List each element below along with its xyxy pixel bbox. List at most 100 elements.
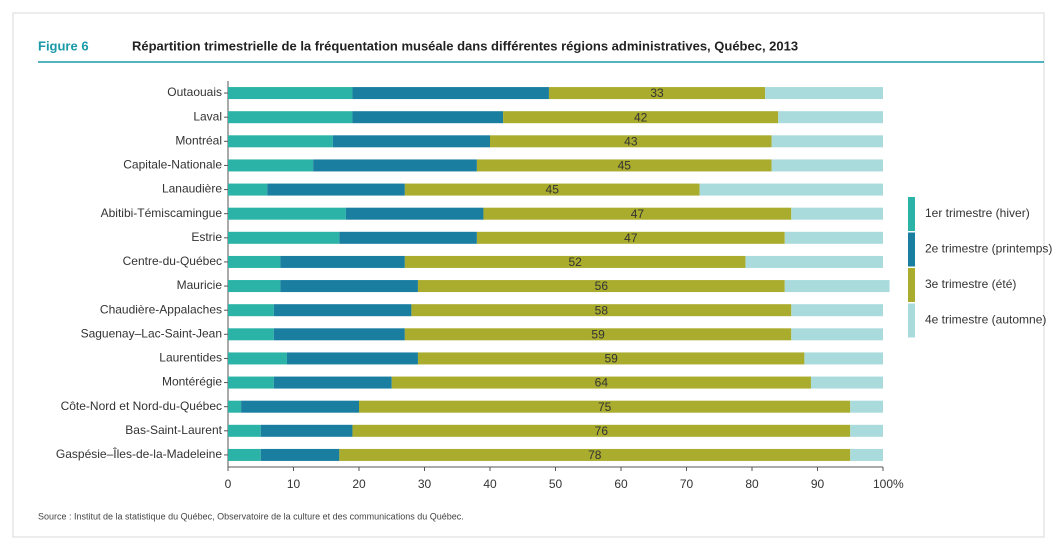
legend-label: 1er trimestre (hiver) — [925, 206, 1030, 220]
x-tick-label: 50 — [549, 477, 563, 491]
bar-segment — [778, 111, 883, 124]
legend-swatch — [908, 232, 915, 267]
bar-segment — [804, 352, 883, 365]
bar-segment — [791, 304, 883, 317]
data-label: 58 — [595, 303, 609, 317]
data-label: 33 — [650, 86, 664, 100]
y-tick-label: Laurentides — [159, 351, 222, 365]
x-tick-label: 30 — [418, 477, 432, 491]
x-tick-label: 70 — [680, 477, 694, 491]
bar-segment — [483, 207, 792, 220]
x-axis-label: % — [893, 477, 904, 491]
legend-swatch — [908, 303, 915, 338]
bar-segment — [339, 231, 477, 244]
legend-swatch — [908, 197, 915, 231]
data-label: 52 — [568, 255, 582, 269]
bar-segment — [404, 183, 700, 196]
bar-segment — [228, 304, 274, 317]
bar-segment — [476, 231, 785, 244]
bar-segment — [280, 280, 418, 293]
bar-segment — [228, 448, 261, 461]
bar-segment — [745, 255, 883, 268]
bar-segment — [699, 183, 883, 196]
legend-label: 4e trimestre (automne) — [925, 313, 1046, 327]
y-tick-label: Montérégie — [162, 375, 222, 389]
x-tick-label: 40 — [483, 477, 497, 491]
bar-segment — [391, 376, 811, 389]
y-tick-label: Estrie — [191, 230, 222, 244]
bar-segment — [345, 207, 484, 220]
bar-segment — [228, 111, 353, 124]
y-tick-label: Outaouais — [167, 85, 222, 99]
bar-segment — [273, 304, 412, 317]
bar-segment — [228, 159, 314, 172]
y-tick-label: Laval — [193, 109, 222, 123]
y-tick-label: Chaudière-Appalaches — [100, 302, 222, 316]
y-tick-label: Lanaudière — [162, 182, 222, 196]
bar-segment — [411, 304, 792, 317]
bar-segment — [228, 87, 353, 100]
bar-segment — [784, 280, 890, 293]
x-tick-label: 20 — [352, 477, 366, 491]
data-label: 45 — [546, 183, 560, 197]
y-tick-label: Montréal — [175, 133, 222, 147]
data-label: 76 — [595, 424, 609, 438]
bar-segment — [228, 135, 333, 148]
bar-segment — [273, 376, 392, 389]
y-tick-label: Abitibi-Témiscamingue — [101, 206, 223, 220]
bar-segment — [784, 231, 883, 244]
bar-segment — [313, 159, 477, 172]
x-tick-label: 90 — [811, 477, 825, 491]
bar-segment — [810, 376, 883, 389]
bar-segment — [280, 255, 405, 268]
data-label: 59 — [591, 327, 605, 341]
bar-segment — [765, 87, 883, 100]
bar-segment — [228, 400, 242, 413]
y-tick-label: Mauricie — [177, 278, 223, 292]
bar-segment — [228, 183, 268, 196]
bar-segment — [548, 87, 766, 100]
y-tick-label: Gaspésie–Îles-de-la-Madeleine — [56, 446, 222, 461]
bar-segment — [228, 424, 261, 437]
x-tick-label: 80 — [745, 477, 759, 491]
y-tick-label: Bas-Saint-Laurent — [125, 423, 222, 437]
data-label: 75 — [598, 400, 612, 414]
data-label: 43 — [624, 134, 638, 148]
y-tick-label: Capitale-Nationale — [123, 158, 222, 172]
chart-title: Répartition trimestrielle de la fréquent… — [132, 38, 798, 53]
bar-segment — [771, 135, 883, 148]
bar-segment — [359, 400, 851, 413]
data-label: 56 — [595, 279, 609, 293]
bar-segment — [476, 159, 772, 172]
bar-segment — [352, 111, 504, 124]
data-label: 64 — [595, 376, 609, 390]
figure-label: Figure 6 — [38, 38, 89, 53]
data-label: 47 — [631, 207, 645, 221]
bar-segment — [791, 207, 883, 220]
bar-segment — [352, 424, 851, 437]
bar-segment — [228, 280, 281, 293]
bar-segment — [850, 424, 883, 437]
bar-segment — [241, 400, 359, 413]
bar-segment — [267, 183, 405, 196]
bar-segment — [286, 352, 418, 365]
data-label: 42 — [634, 110, 648, 124]
source: Source : Institut de la statistique du Q… — [38, 511, 464, 521]
y-tick-label: Saguenay–Lac-Saint-Jean — [81, 326, 222, 340]
bar-segment — [850, 448, 883, 461]
bar-segment — [503, 111, 779, 124]
bar-segment — [228, 207, 346, 220]
x-tick-label: 100 — [873, 477, 893, 491]
bar-segment — [228, 328, 274, 341]
bar-segment — [771, 159, 883, 172]
y-tick-label: Centre-du-Québec — [123, 254, 222, 268]
bar-segment — [417, 352, 805, 365]
bar-segment — [228, 376, 274, 389]
x-tick-label: 60 — [614, 477, 628, 491]
x-tick-label: 10 — [287, 477, 301, 491]
bar-segment — [273, 328, 405, 341]
bar-segment — [404, 255, 746, 268]
y-tick-label: Côte-Nord et Nord-du-Québec — [61, 399, 222, 413]
data-label: 45 — [618, 159, 632, 173]
